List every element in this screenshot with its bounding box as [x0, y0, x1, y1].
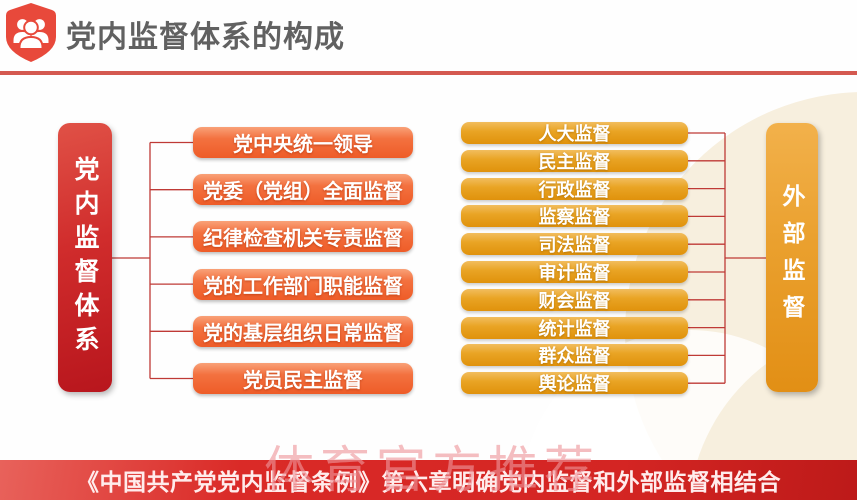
page-title: 党内监督体系的构成 — [66, 21, 345, 54]
external-supervision-item: 监察监督 — [461, 205, 688, 228]
external-supervision-item: 统计监督 — [461, 316, 688, 339]
external-supervision-item: 审计监督 — [461, 261, 688, 283]
footer-text: 《中国共产党党内监督条例》第六章明确党内监督和外部监督相结合 — [76, 469, 781, 495]
internal-pillar-label: 党内监督体系 — [71, 155, 99, 360]
header: 党内监督体系的构成 — [0, 0, 857, 72]
external-supervision-pillar: 外部监督 — [766, 123, 818, 392]
external-supervision-item: 群众监督 — [461, 344, 688, 367]
external-pillar-label: 外部监督 — [779, 183, 805, 332]
shield-people-icon — [6, 3, 56, 62]
internal-supervision-item: 党中央统一领导 — [193, 127, 413, 158]
internal-supervision-item: 党的工作部门职能监督 — [193, 268, 413, 300]
footer-banner: 《中国共产党党内监督条例》第六章明确党内监督和外部监督相结合 — [0, 460, 857, 500]
internal-supervision-item: 党员民主监督 — [193, 363, 413, 394]
external-supervision-item: 人大监督 — [461, 122, 688, 144]
internal-supervision-item: 党的基层组织日常监督 — [193, 315, 413, 347]
internal-supervision-pillar: 党内监督体系 — [58, 123, 112, 392]
external-supervision-item: 民主监督 — [461, 149, 688, 172]
internal-supervision-item: 党委（党组）全面监督 — [193, 174, 413, 206]
internal-supervision-item: 纪律检查机关专责监督 — [193, 221, 413, 253]
external-supervision-item: 司法监督 — [461, 233, 688, 256]
external-supervision-item: 财会监督 — [461, 288, 688, 311]
header-divider — [0, 71, 857, 75]
external-supervision-item: 行政监督 — [461, 177, 688, 200]
external-supervision-item: 舆论监督 — [461, 372, 688, 395]
